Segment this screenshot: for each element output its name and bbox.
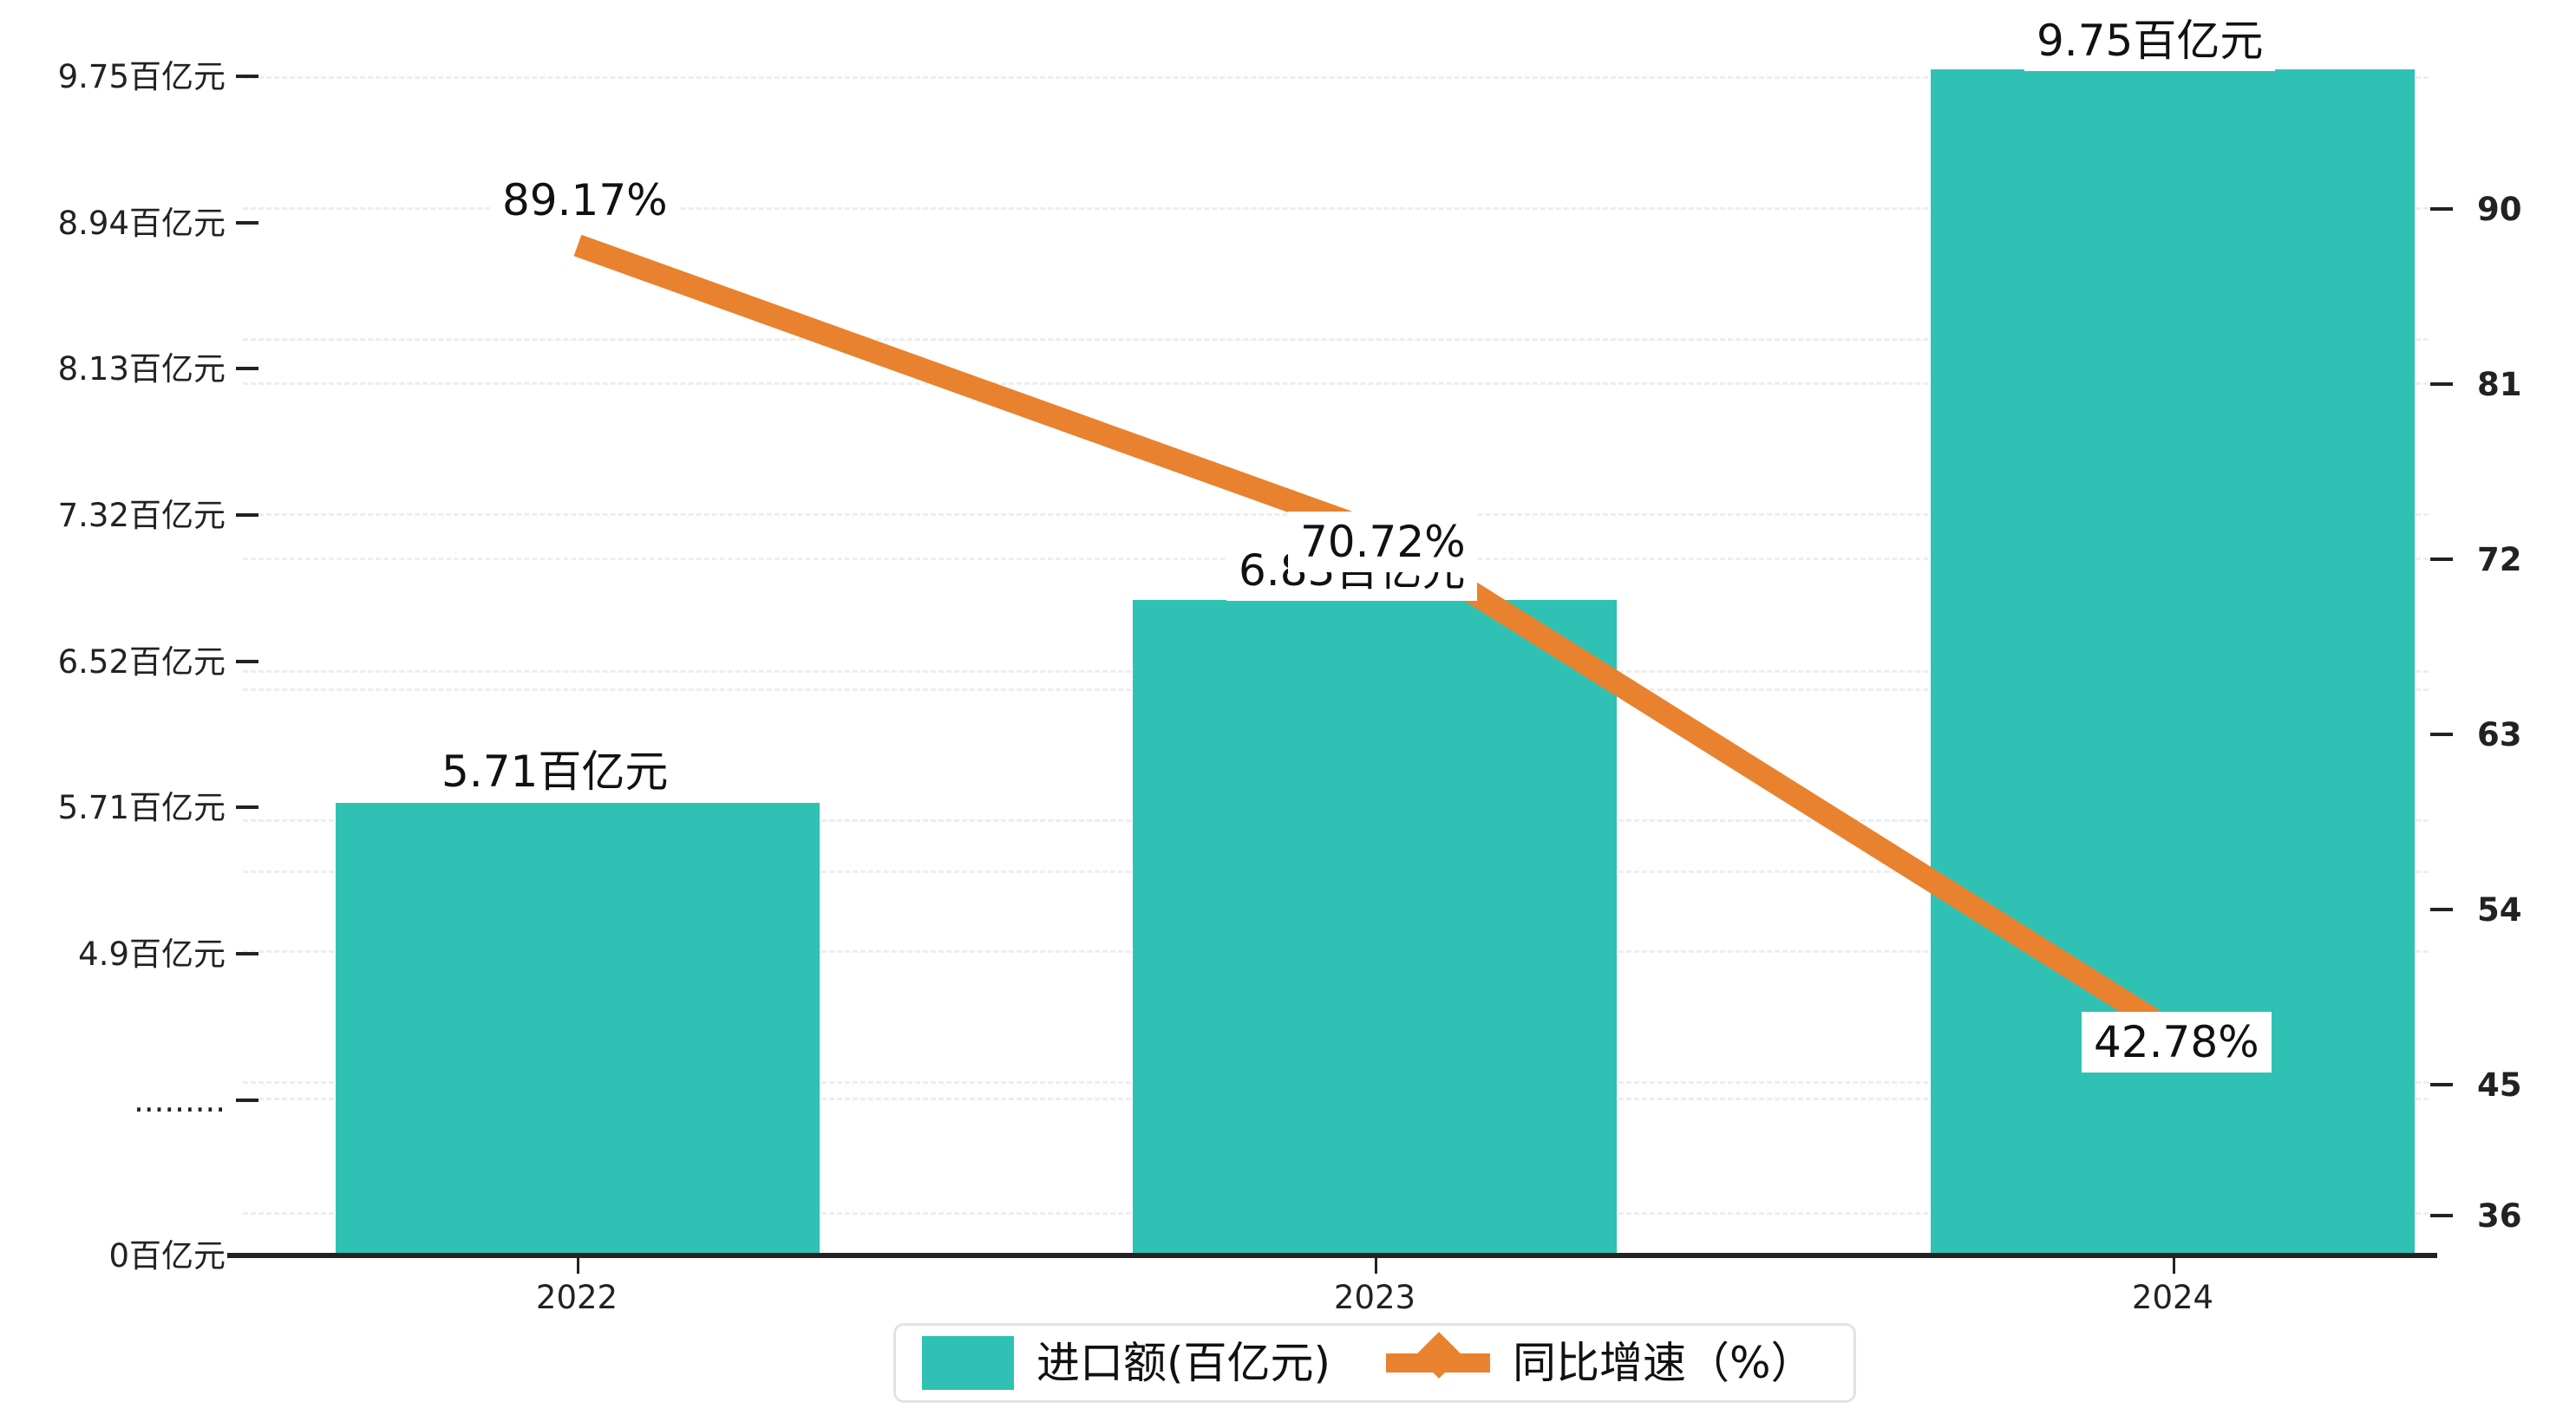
line-value-label-2023: 70.72% [1288, 512, 1478, 572]
right-axis-tick-mark [2430, 1083, 2453, 1086]
right-axis-tick-label: 45 [2477, 1066, 2522, 1104]
right-axis-tick-label: 81 [2477, 366, 2522, 403]
left-axis-tick-label: ......... [134, 1082, 226, 1119]
left-axis-tick-label: 9.75百亿元 [57, 58, 226, 95]
legend-label-growth-rate: 同比增速（%） [1513, 1338, 1814, 1388]
left-axis-tick-mark [236, 221, 258, 225]
right-axis-tick-mark [2430, 382, 2453, 386]
left-axis-tick-mark [236, 952, 258, 955]
right-axis-tick-label: 72 [2477, 541, 2522, 578]
left-axis-tick-label: 6.52百亿元 [57, 643, 226, 681]
left-axis-tick-mark [236, 513, 258, 517]
x-axis-tick-mark [577, 1258, 579, 1274]
left-axis-tick-label: 8.13百亿元 [57, 350, 226, 388]
legend-item-import-value[interactable]: 进口额(百亿元) [922, 1336, 1330, 1390]
line-value-label-2024: 42.78% [2082, 1012, 2272, 1073]
gridline [243, 207, 2429, 210]
bar-swatch-icon [922, 1336, 1014, 1390]
x-axis-tick-label-2024: 2024 [2131, 1279, 2214, 1316]
x-axis-tick-label-2022: 2022 [535, 1279, 618, 1316]
right-axis-tick-mark [2430, 733, 2453, 736]
right-axis-tick-mark [2430, 1214, 2453, 1217]
left-axis-tick-label: 8.94百亿元 [57, 205, 226, 242]
x-axis-tick-mark [1375, 1258, 1377, 1274]
legend-label-import-value: 进口额(百亿元) [1036, 1338, 1331, 1388]
right-axis-tick-label: 90 [2477, 191, 2522, 228]
chart-legend: 进口额(百亿元) 同比增速（%） [893, 1323, 1856, 1403]
bar-2022[interactable] [336, 803, 820, 1255]
bar-2024[interactable] [1931, 69, 2415, 1255]
left-axis-tick-mark [236, 1099, 258, 1102]
right-axis-tick-mark [2430, 207, 2453, 211]
left-axis-tick-mark [236, 367, 258, 370]
left-axis-tick-label: 4.9百亿元 [78, 936, 226, 973]
x-axis-tick-label-2023: 2023 [1333, 1279, 1416, 1316]
left-axis-tick-mark [236, 660, 258, 663]
legend-item-growth-rate[interactable]: 同比增速（%） [1386, 1332, 1814, 1390]
right-axis-tick-label: 36 [2477, 1197, 2522, 1235]
left-axis-tick-label: 5.71百亿元 [57, 789, 226, 826]
right-axis-tick-label: 54 [2477, 891, 2522, 929]
line-value-label-2022: 89.17% [490, 170, 680, 231]
x-axis-tick-mark [2173, 1258, 2175, 1274]
line-diamond-swatch-icon [1386, 1332, 1491, 1390]
right-axis-tick-mark [2430, 908, 2453, 911]
left-axis-tick-label: 0百亿元 [108, 1237, 226, 1275]
right-axis-tick-label: 63 [2477, 716, 2522, 753]
bar-value-label-2024: 9.75百亿元 [2024, 10, 2276, 71]
left-axis-tick-mark [236, 75, 258, 78]
gridline [243, 76, 2429, 79]
left-axis-tick-mark [236, 805, 258, 809]
right-axis-tick-mark [2430, 558, 2453, 561]
bar-value-label-2022: 5.71百亿元 [429, 741, 681, 802]
left-axis-tick-label: 7.32百亿元 [57, 497, 226, 534]
x-axis-baseline [227, 1253, 2437, 1258]
bar-2023[interactable] [1133, 600, 1617, 1255]
